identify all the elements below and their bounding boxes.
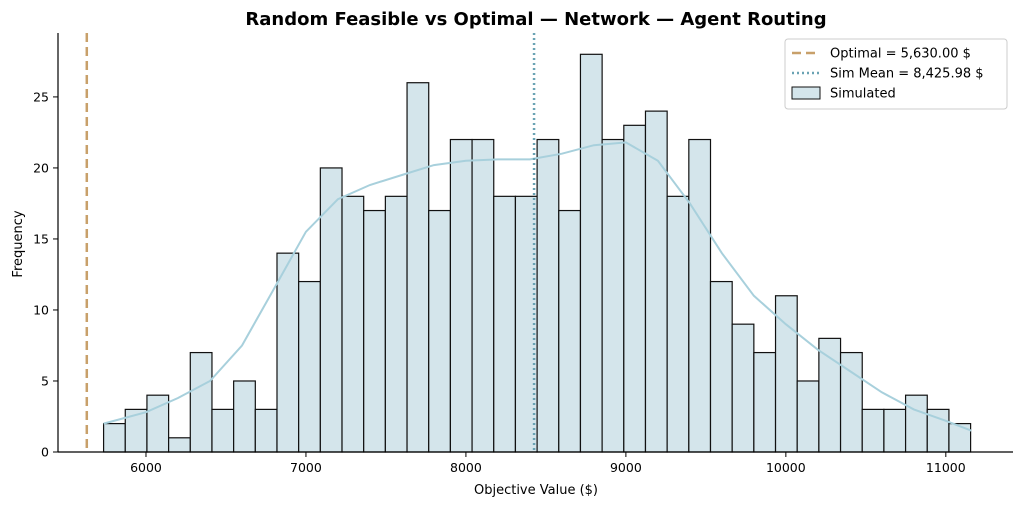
y-tick-label: 20 xyxy=(33,160,49,175)
histogram-bar xyxy=(384,195,408,453)
histogram-bar xyxy=(493,195,517,453)
histogram-bar xyxy=(233,380,256,453)
histogram-bar xyxy=(623,124,647,453)
histogram-bar xyxy=(428,209,451,453)
histogram-bar xyxy=(406,82,430,453)
histogram-bar xyxy=(948,422,972,453)
histogram-bar xyxy=(449,138,473,453)
histogram-bar xyxy=(709,280,733,453)
histogram-bar xyxy=(688,138,712,453)
x-tick-label: 10000 xyxy=(766,460,806,475)
histogram-bar xyxy=(579,53,603,453)
chart-title: Random Feasible vs Optimal — Network — A… xyxy=(245,9,826,30)
histogram-bar xyxy=(861,408,885,453)
legend: Optimal = 5,630.00 $ Sim Mean = 8,425.98 … xyxy=(784,38,1008,110)
y-tick-label: 5 xyxy=(41,373,49,388)
histogram-bar xyxy=(341,195,365,453)
kde-curve xyxy=(103,141,972,432)
legend-label: Simulated xyxy=(830,87,896,102)
y-tick-label: 15 xyxy=(33,231,49,246)
x-tick-label: 7000 xyxy=(290,460,322,475)
x-tick-label: 9000 xyxy=(610,460,642,475)
y-tick-label: 10 xyxy=(33,302,49,317)
x-axis-label: Objective Value ($) xyxy=(474,483,598,498)
axes-group xyxy=(57,33,1013,453)
kde-group xyxy=(103,141,972,432)
histogram-bar xyxy=(471,138,495,453)
legend-box xyxy=(784,38,1008,110)
histogram-bar xyxy=(753,351,777,453)
histogram-bar xyxy=(168,437,191,453)
histogram-bar xyxy=(666,195,690,453)
x-tick-label: 8000 xyxy=(450,460,482,475)
ticks-group: 6000 7000 8000 9000 10000 11000 0 5 10 15 20 25 xyxy=(33,89,966,475)
histogram-bar xyxy=(363,209,386,453)
histogram-bar xyxy=(189,351,213,453)
histogram-bar xyxy=(102,422,126,453)
histogram-bar xyxy=(644,110,668,453)
histogram-bar xyxy=(558,209,582,453)
legend-label: Sim Mean = 8,425.98 $ xyxy=(830,67,984,82)
histogram-bar xyxy=(298,280,321,453)
histogram-bar xyxy=(211,408,235,453)
histogram-bar xyxy=(319,167,343,453)
bars-group xyxy=(102,53,972,453)
histogram-bar xyxy=(254,408,278,453)
histogram-bar xyxy=(536,138,560,453)
y-tick-label: 0 xyxy=(41,445,49,460)
legend-label: Optimal = 5,630.00 $ xyxy=(830,47,971,62)
legend-swatch-simulated xyxy=(791,86,821,100)
histogram-bar xyxy=(601,138,625,453)
y-axis-label: Frequency xyxy=(11,210,26,277)
histogram-bar xyxy=(883,408,907,453)
histogram-bar xyxy=(796,380,820,453)
histogram-bar xyxy=(818,337,842,453)
histogram-bar xyxy=(276,252,300,453)
x-tick-label: 11000 xyxy=(926,460,966,475)
x-tick-label: 6000 xyxy=(130,460,162,475)
histogram-bar xyxy=(731,323,755,453)
y-tick-label: 25 xyxy=(33,89,49,104)
histogram-bar xyxy=(904,394,928,453)
